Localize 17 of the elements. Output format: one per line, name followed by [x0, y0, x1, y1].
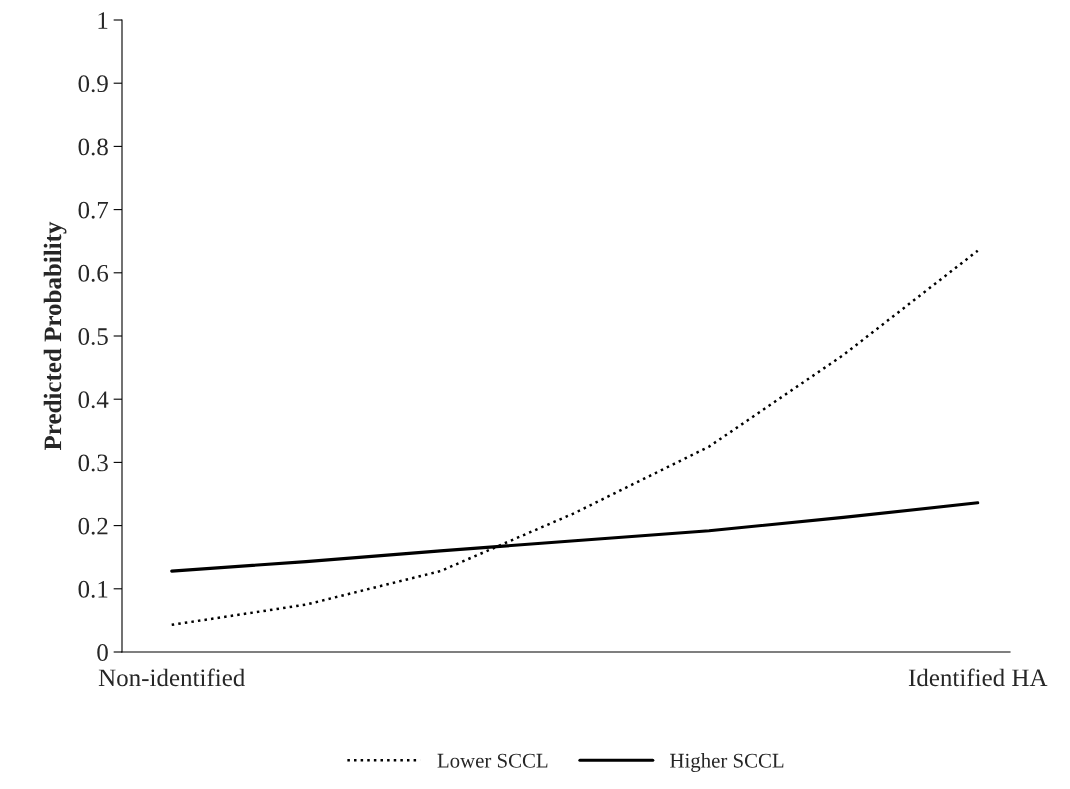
y-tick-label: 0.1: [78, 580, 108, 598]
y-tick-label: 0.6: [78, 264, 109, 282]
y-tick-label: 0.4: [78, 391, 109, 409]
line-series: [170, 249, 980, 627]
legend-label: Lower SCCL: [437, 753, 548, 768]
y-tick-label: 0.3: [78, 454, 108, 472]
y-tick-label: 0.8: [78, 138, 108, 156]
y-axis-title: Predicted Probability: [43, 221, 67, 451]
y-tick-label: 1: [98, 12, 108, 29]
y-tick-label: 0.2: [78, 517, 108, 535]
y-tick-label: 0: [97, 644, 108, 661]
x-tick-label: Non-identified: [98, 668, 245, 687]
legend-label: Higher SCCL: [670, 753, 784, 772]
y-tick-label: 0.5: [78, 328, 108, 346]
y-tick-label: 0.7: [78, 201, 109, 219]
y-tick-label: 0.9: [78, 75, 108, 93]
x-tick-label: Identified HA: [908, 668, 1048, 687]
